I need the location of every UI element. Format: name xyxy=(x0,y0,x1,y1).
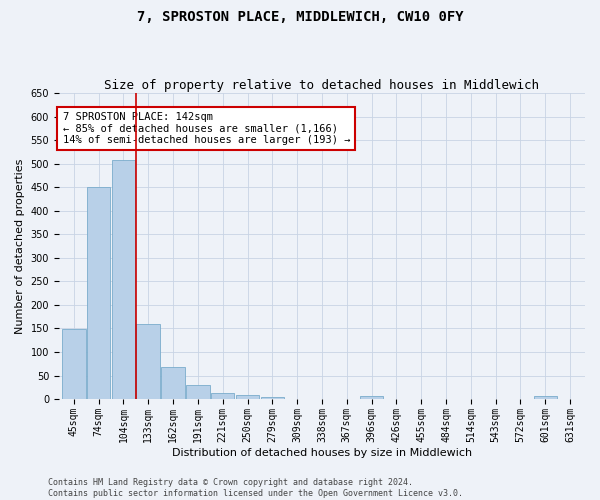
Bar xyxy=(161,367,185,399)
Bar xyxy=(533,396,557,399)
Text: 7, SPROSTON PLACE, MIDDLEWICH, CW10 0FY: 7, SPROSTON PLACE, MIDDLEWICH, CW10 0FY xyxy=(137,10,463,24)
Bar xyxy=(186,385,209,399)
Bar xyxy=(87,188,110,399)
Title: Size of property relative to detached houses in Middlewich: Size of property relative to detached ho… xyxy=(104,79,539,92)
Bar xyxy=(112,160,135,399)
Bar xyxy=(136,324,160,399)
X-axis label: Distribution of detached houses by size in Middlewich: Distribution of detached houses by size … xyxy=(172,448,472,458)
Bar xyxy=(236,395,259,399)
Bar xyxy=(360,396,383,399)
Y-axis label: Number of detached properties: Number of detached properties xyxy=(15,158,25,334)
Bar xyxy=(211,393,235,399)
Bar xyxy=(260,396,284,399)
Text: 7 SPROSTON PLACE: 142sqm
← 85% of detached houses are smaller (1,166)
14% of sem: 7 SPROSTON PLACE: 142sqm ← 85% of detach… xyxy=(62,112,350,145)
Bar xyxy=(62,330,86,399)
Text: Contains HM Land Registry data © Crown copyright and database right 2024.
Contai: Contains HM Land Registry data © Crown c… xyxy=(48,478,463,498)
